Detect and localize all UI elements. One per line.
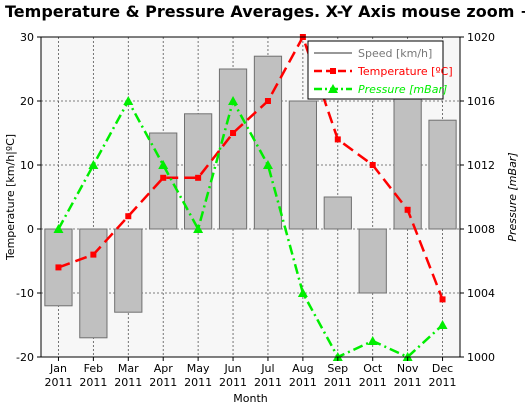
legend-label-temperature: Temperature [ºC] [357,65,453,78]
tick-label-year: 2011 [254,376,282,389]
tick-label-month: Jul [260,362,274,375]
tick-label-right: 1000 [467,351,495,364]
tick-label-month: Oct [363,362,383,375]
tick-label-month: Mar [118,362,139,375]
tick-label-year: 2011 [289,376,317,389]
tick-label-month: Dec [432,362,453,375]
point-temperature-jan [55,264,62,271]
tick-label-left: -10 [16,287,34,300]
plot-border [40,36,461,358]
bar-nov [393,94,422,230]
point-pressure-dec [437,320,448,329]
tick-label-year: 2011 [324,376,352,389]
bar-feb [79,228,108,339]
tick-label-right: 1020 [467,31,495,44]
tick-label-year: 2011 [359,376,387,389]
tick-label-right: 1004 [467,287,495,300]
y-axis-label-left: Temperature [km/h|ºC] [4,134,17,261]
tick-label-year: 2011 [429,376,457,389]
legend-marker-pressure [328,84,338,93]
tick-label-year: 2011 [79,376,107,389]
bar-oct [358,228,387,294]
bar-series-speed [44,55,457,339]
point-pressure-jan [53,224,64,233]
tick-label-month: Jan [49,362,67,375]
tick-label-month: Apr [154,362,174,375]
tick-label-left: -20 [16,351,34,364]
point-temperature-jun [230,130,237,136]
point-temperature-oct [369,162,376,168]
tick-label-year: 2011 [149,376,177,389]
tick-label-month: Nov [397,362,419,375]
point-pressure-mar [123,96,134,105]
point-temperature-feb [90,251,97,258]
bar-jul [253,55,283,230]
tick-label-left: 0 [27,223,34,236]
tick-label-year: 2011 [44,376,72,389]
legend[interactable]: Speed [km/h] Temperature [ºC] Pressure [mB… [307,40,453,100]
bar-aug [288,100,317,230]
bar-jun [218,68,248,230]
x-axis-label: Month [233,392,268,405]
tick-label-left: 20 [20,95,34,108]
legend-label-speed: Speed [km/h] [358,47,432,60]
chart-title: Temperature & Pressure Averages. X-Y Axi… [5,2,525,21]
tick-label-year: 2011 [219,376,247,389]
point-pressure-feb [88,160,99,169]
legend-marker-temperature [330,68,336,74]
point-temperature-jul [264,98,271,104]
tick-label-right: 1016 [467,95,495,108]
point-pressure-oct [367,336,378,345]
tick-label-month: Aug [292,362,313,375]
tick-label-left: 30 [20,31,34,44]
bar-apr [149,132,178,230]
bar-sep [323,196,352,230]
y-axis-label-right: Pressure [mBar] [506,152,519,241]
point-pressure-jun [228,96,239,105]
point-pressure-apr [158,160,169,169]
tick-label-year: 2011 [114,376,142,389]
tick-label-right: 1012 [467,159,495,172]
point-temperature-mar [125,213,132,220]
point-temperature-may [195,174,202,181]
axes: -20-100102030100010041008101210161020Jan… [16,31,495,389]
tick-label-right: 1008 [467,223,495,236]
point-temperature-nov [404,206,411,213]
tick-label-month: Jun [223,362,241,375]
line-series [53,33,448,361]
bar-mar [114,228,143,313]
line-temperature [58,33,444,300]
tick-label-year: 2011 [184,376,212,389]
bar-may [184,113,213,230]
point-pressure-may [193,224,204,233]
tick-label-year: 2011 [394,376,422,389]
tick-label-month: Sep [327,362,348,375]
point-pressure-jul [262,160,273,169]
tick-label-left: 10 [20,159,34,172]
point-temperature-dec [439,296,446,303]
line-pressure [57,97,444,359]
legend-label-pressure: Pressure [mBar] [358,83,447,96]
tick-label-month: Feb [84,362,103,375]
point-temperature-apr [160,174,167,181]
bar-dec [428,119,457,230]
point-pressure-aug [297,288,308,297]
point-temperature-sep [334,136,341,143]
tick-label-month: May [187,362,210,375]
